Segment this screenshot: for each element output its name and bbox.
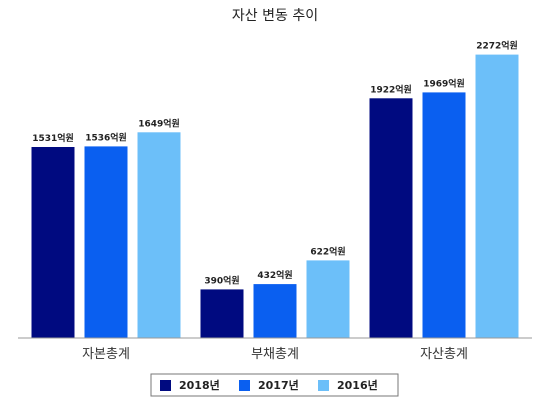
legend: 2018년 2017년 2016년 xyxy=(150,373,399,397)
bar-자산총계-2017 xyxy=(422,92,466,339)
value-label-부채총계-2017: 432억원 xyxy=(257,269,292,281)
legend-label-2017: 2017년 xyxy=(258,378,299,392)
value-label-자본총계-2018: 1531억원 xyxy=(32,132,74,144)
bar-자본총계-2018 xyxy=(31,147,75,338)
value-label-자산총계-2018: 1922억원 xyxy=(370,83,412,95)
value-label-자산총계-2017: 1969억원 xyxy=(423,77,465,89)
bar-부채총계-2017 xyxy=(253,284,297,338)
category-label-2: 자산총계 xyxy=(420,347,468,362)
value-label-부채총계-2016: 622억원 xyxy=(310,245,345,257)
value-label-자본총계-2017: 1536억원 xyxy=(85,131,127,143)
bar-자본총계-2016 xyxy=(137,132,181,338)
value-label-부채총계-2018: 390억원 xyxy=(204,274,239,286)
category-label-0: 자본총계 xyxy=(82,347,130,362)
bar-부채총계-2018 xyxy=(200,289,244,338)
bars-layer xyxy=(31,54,519,339)
legend-swatch-2017 xyxy=(239,380,250,391)
bar-부채총계-2016 xyxy=(306,260,350,338)
value-label-자본총계-2016: 1649억원 xyxy=(138,117,180,129)
bar-자본총계-2017 xyxy=(84,146,128,338)
category-label-1: 부채총계 xyxy=(251,347,299,362)
legend-label-2018: 2018년 xyxy=(179,378,220,392)
value-labels-layer: 1531억원 390억원 1922억원 1536억원 432억원 1969억원 1649억원… xyxy=(32,40,518,287)
legend-label-2016: 2016년 xyxy=(337,378,378,392)
legend-swatch-2018 xyxy=(160,380,171,391)
chart-title: 자산 변동 추이 xyxy=(232,8,318,24)
value-label-자산총계-2016: 2272억원 xyxy=(476,40,518,52)
legend-box xyxy=(150,373,399,397)
bar-자산총계-2018 xyxy=(369,98,413,338)
legend-swatch-2016 xyxy=(318,380,329,391)
bar-자산총계-2016 xyxy=(475,54,519,338)
